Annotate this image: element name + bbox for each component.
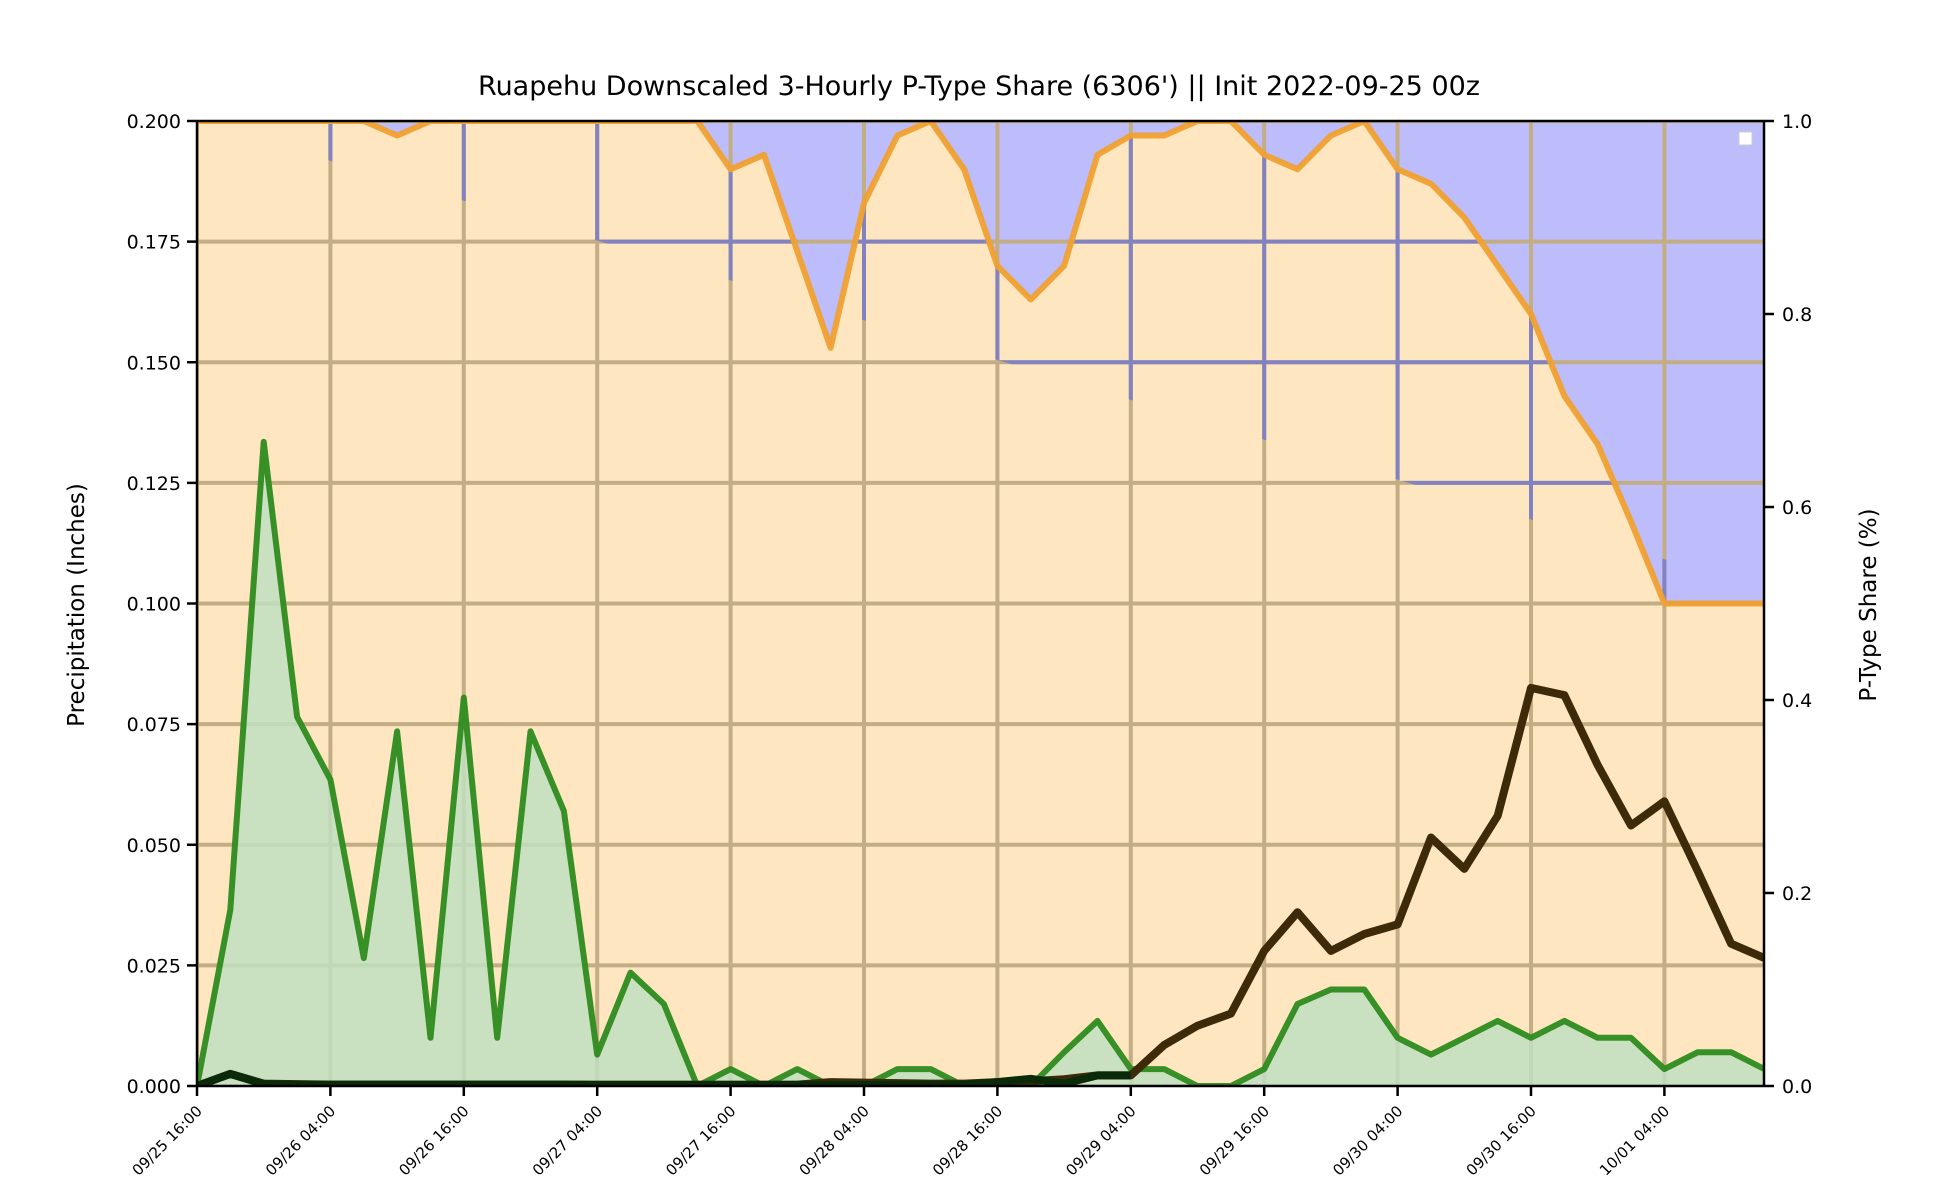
x-tick-label: 09/29 16:00 <box>1196 1102 1273 1179</box>
x-tick-label: 09/26 04:00 <box>262 1102 339 1179</box>
x-tick-label: 09/26 16:00 <box>395 1102 472 1179</box>
x-tick-label: 09/28 16:00 <box>929 1102 1006 1179</box>
rain-share-line <box>197 121 1764 607</box>
y-tick-label: 0.075 <box>127 714 181 736</box>
x-tick-label: 09/25 16:00 <box>129 1102 206 1179</box>
y-axis-label: Precipitation (Inches) <box>64 483 90 727</box>
y2-tick-label: 0.0 <box>1782 1076 1812 1098</box>
y-tick-label: 0.175 <box>127 232 181 254</box>
legend-box <box>1738 131 1753 146</box>
x-tick-label: 09/27 16:00 <box>662 1102 739 1179</box>
y-tick-label: 0.150 <box>127 352 181 374</box>
precip-line <box>197 438 1764 1086</box>
y-tick-label: 0.050 <box>127 835 181 857</box>
x-tick-label: 09/30 04:00 <box>1329 1102 1406 1179</box>
x-tick-label: 09/27 04:00 <box>529 1102 606 1179</box>
precip-area <box>197 441 1764 1086</box>
y-tick-label: 0.000 <box>127 1076 181 1098</box>
x-tick-label: 09/29 04:00 <box>1062 1102 1139 1179</box>
chart-title: Ruapehu Downscaled 3-Hourly P-Type Share… <box>478 71 1480 102</box>
y2-tick-label: 0.8 <box>1782 304 1812 326</box>
y2-tick-label: 0.6 <box>1782 497 1812 519</box>
x-tick-label: 09/28 04:00 <box>796 1102 873 1179</box>
y-tick-label: 0.125 <box>127 473 181 495</box>
y2-tick-label: 0.4 <box>1782 690 1812 712</box>
y-tick-label: 0.100 <box>127 594 181 616</box>
y-tick-label: 0.025 <box>127 955 181 977</box>
y2-tick-label: 0.2 <box>1782 883 1812 905</box>
y2-axis-label: P-Type Share (%) <box>1856 508 1882 701</box>
y2-tick-label: 1.0 <box>1782 111 1812 133</box>
x-tick-label: 10/01 04:00 <box>1596 1102 1673 1179</box>
x-tick-label: 09/30 16:00 <box>1463 1102 1540 1179</box>
y-tick-label: 0.200 <box>127 111 181 133</box>
